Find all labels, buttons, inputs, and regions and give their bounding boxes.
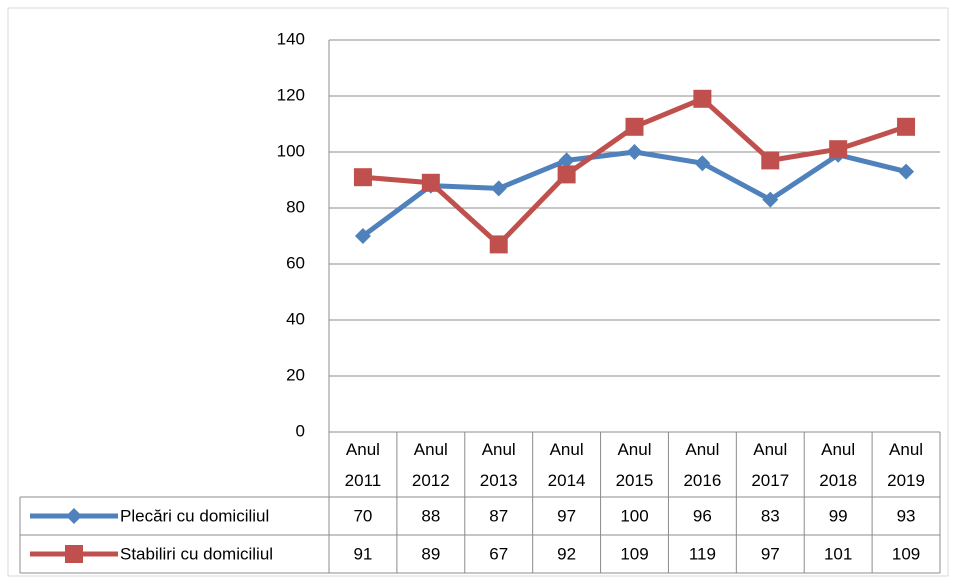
- x-tick-label: Anul 2019: [887, 440, 925, 490]
- table-value: 119: [689, 544, 716, 563]
- data-point: [693, 89, 712, 108]
- data-point: [626, 144, 643, 160]
- x-tick-label: Anul 2018: [819, 440, 858, 490]
- table-value: 67: [489, 544, 508, 563]
- data-point: [354, 228, 371, 244]
- table-value: 93: [897, 506, 916, 525]
- legend-marker: [66, 508, 82, 524]
- x-tick-label: Anul 2014: [547, 440, 586, 490]
- table-value: 91: [353, 544, 372, 563]
- chart-border: [7, 7, 949, 577]
- data-point: [761, 151, 780, 170]
- y-tick-label: 20: [286, 365, 305, 384]
- y-tick-label: 80: [286, 197, 305, 216]
- y-tick-label: 60: [286, 253, 305, 272]
- table-value: 101: [824, 544, 852, 563]
- data-point: [694, 155, 711, 172]
- table-value: 87: [489, 506, 508, 525]
- legend-label: Stabiliri cu domiciliul: [120, 544, 273, 563]
- data-point: [557, 165, 576, 184]
- table-value: 96: [693, 506, 712, 525]
- x-tick-label: Anul 2011: [344, 440, 382, 490]
- y-tick-label: 100: [277, 141, 305, 160]
- x-tick-label: Anul 2013: [479, 440, 518, 490]
- y-tick-label: 140: [277, 29, 305, 48]
- x-tick-label: Anul 2016: [683, 440, 722, 490]
- x-tick-label: Anul 2015: [615, 440, 654, 490]
- legend-label: Plecări cu domiciliul: [120, 506, 269, 525]
- data-point: [762, 191, 779, 208]
- data-point: [625, 117, 644, 136]
- x-tick-label: Anul 2017: [751, 440, 790, 490]
- table-value: 109: [892, 544, 920, 563]
- table-value: 100: [620, 506, 648, 525]
- table-value: 99: [829, 506, 848, 525]
- table-value: 83: [761, 506, 780, 525]
- data-point: [353, 168, 372, 187]
- y-tick-label: 0: [296, 421, 305, 440]
- data-point: [898, 163, 915, 180]
- data-point: [897, 117, 916, 136]
- y-tick-label: 40: [286, 309, 305, 328]
- data-point: [421, 173, 440, 192]
- data-point: [489, 235, 508, 254]
- x-tick-label: Anul 2012: [411, 440, 450, 490]
- table-value: 89: [421, 544, 440, 563]
- table-value: 97: [557, 506, 576, 525]
- data-point: [490, 180, 507, 197]
- table-value: 92: [557, 544, 576, 563]
- data-point: [829, 140, 848, 159]
- table-value: 109: [620, 544, 648, 563]
- legend-marker: [65, 545, 83, 563]
- table-value: 70: [353, 506, 372, 525]
- table-value: 97: [761, 544, 780, 563]
- y-tick-label: 120: [277, 85, 305, 104]
- table-value: 88: [421, 506, 440, 525]
- data-point: [558, 152, 575, 169]
